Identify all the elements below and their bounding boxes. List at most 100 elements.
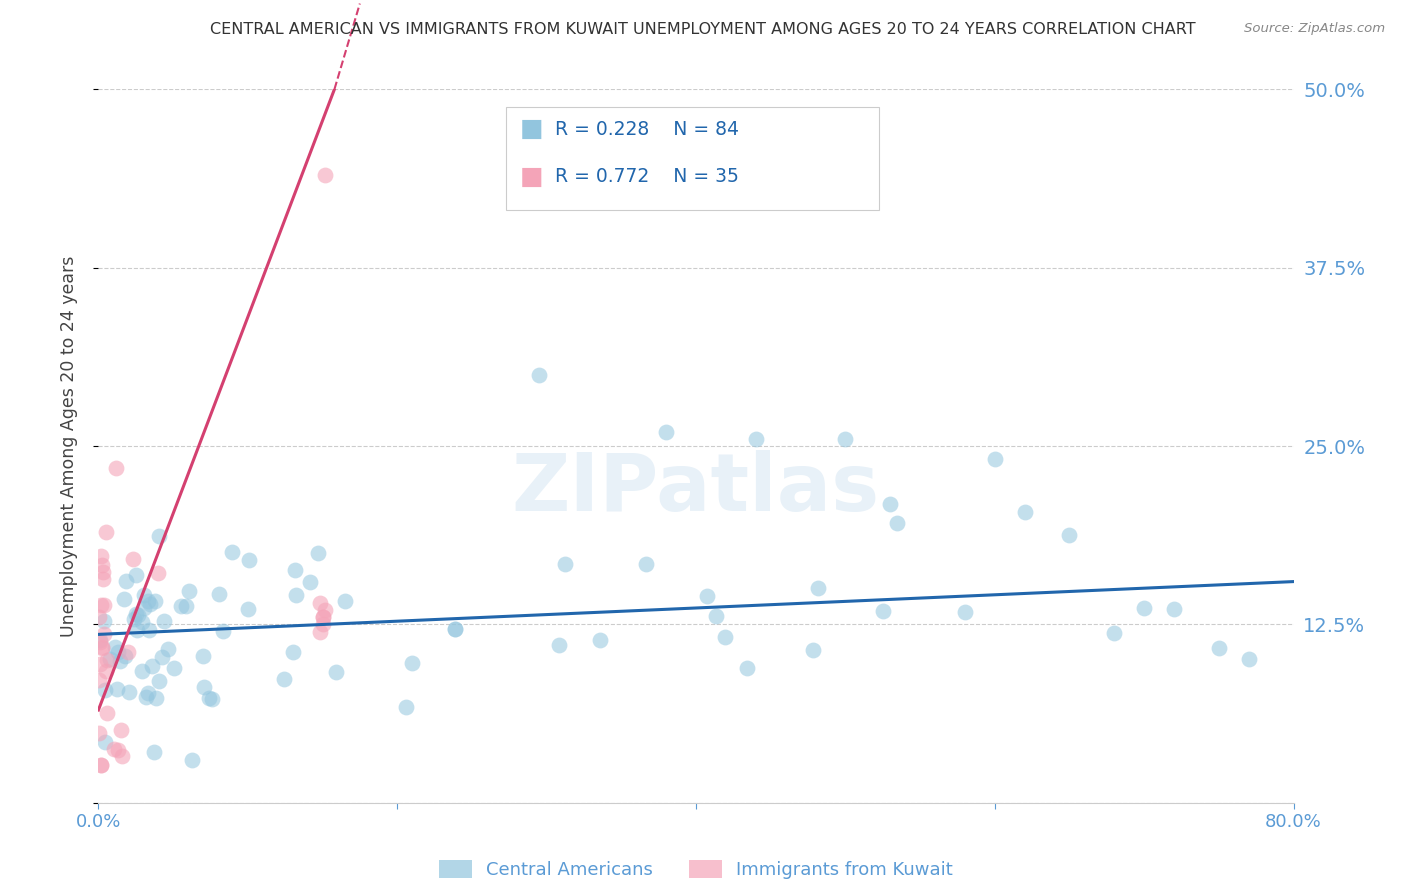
Point — [107, 742, 129, 756]
Point — [103, 742, 125, 756]
Point — [87, 725, 110, 739]
Point — [89, 633, 111, 648]
Point — [953, 605, 976, 619]
Point — [145, 690, 167, 705]
Point — [315, 603, 337, 617]
Point — [111, 749, 134, 764]
Point — [803, 642, 825, 657]
Point — [1014, 505, 1036, 519]
Point — [284, 563, 307, 577]
Point — [311, 617, 333, 632]
Point — [93, 735, 115, 749]
Point — [141, 658, 163, 673]
Point — [201, 691, 224, 706]
Point — [107, 645, 129, 659]
Point — [136, 593, 159, 607]
Point — [91, 572, 114, 586]
Text: R = 0.228    N = 84: R = 0.228 N = 84 — [555, 120, 740, 139]
Point — [90, 599, 112, 613]
Point — [307, 546, 329, 560]
Point — [179, 583, 201, 598]
Text: Source: ZipAtlas.com: Source: ZipAtlas.com — [1244, 22, 1385, 36]
Point — [176, 599, 198, 614]
Legend: Central Americans, Immigrants from Kuwait: Central Americans, Immigrants from Kuwai… — [432, 853, 960, 887]
Point — [315, 168, 337, 182]
Point — [87, 610, 110, 624]
Point — [704, 609, 727, 624]
Point — [1133, 601, 1156, 615]
Point — [308, 596, 330, 610]
Point — [138, 624, 160, 638]
Point — [122, 552, 145, 566]
Point — [93, 599, 115, 613]
Point — [284, 588, 307, 602]
Point — [90, 758, 112, 772]
Point — [148, 566, 170, 581]
Point — [115, 574, 138, 588]
Point — [104, 640, 127, 654]
Point — [87, 673, 110, 688]
Point — [131, 615, 153, 629]
Point — [98, 652, 121, 666]
Text: ■: ■ — [520, 118, 544, 141]
Point — [105, 681, 128, 696]
Y-axis label: Unemployment Among Ages 20 to 24 years: Unemployment Among Ages 20 to 24 years — [59, 255, 77, 637]
Point — [125, 607, 148, 621]
Point — [170, 599, 193, 614]
Point — [308, 624, 330, 639]
Text: ■: ■ — [520, 165, 544, 188]
Text: ZIPatlas: ZIPatlas — [512, 450, 880, 528]
Point — [221, 545, 243, 559]
Text: CENTRAL AMERICAN VS IMMIGRANTS FROM KUWAIT UNEMPLOYMENT AMONG AGES 20 TO 24 YEAR: CENTRAL AMERICAN VS IMMIGRANTS FROM KUWA… — [209, 22, 1197, 37]
Point — [281, 645, 304, 659]
Point — [89, 657, 111, 671]
Point — [872, 604, 894, 618]
Point — [879, 497, 901, 511]
Point — [554, 557, 576, 571]
Point — [236, 602, 259, 616]
Point — [89, 635, 111, 649]
Point — [117, 645, 139, 659]
Point — [108, 654, 131, 668]
Point — [150, 650, 173, 665]
Point — [198, 690, 221, 705]
Point — [157, 641, 180, 656]
Point — [807, 581, 830, 595]
Point — [104, 461, 127, 475]
Point — [122, 612, 145, 626]
Point — [238, 553, 260, 567]
Point — [180, 753, 202, 767]
Point — [94, 525, 117, 540]
Point — [325, 665, 347, 679]
Point — [93, 615, 115, 629]
Point — [401, 657, 423, 671]
Point — [90, 549, 112, 563]
Point — [143, 593, 166, 607]
Point — [90, 757, 112, 772]
Point — [886, 516, 908, 530]
Point — [395, 700, 418, 714]
Point — [110, 723, 132, 737]
Point — [273, 673, 295, 687]
Point — [655, 425, 678, 439]
Point — [333, 594, 356, 608]
Point — [93, 627, 115, 641]
Point — [208, 587, 231, 601]
Point — [148, 529, 170, 543]
Point — [127, 607, 149, 622]
Point — [444, 622, 467, 636]
Point — [91, 640, 114, 654]
Point — [735, 661, 758, 675]
Point — [589, 633, 612, 648]
Point — [745, 432, 768, 446]
Point — [114, 649, 136, 664]
Point — [444, 622, 467, 636]
Point — [1104, 626, 1126, 640]
Point — [136, 686, 159, 700]
Point — [118, 685, 141, 699]
Point — [90, 640, 112, 655]
Point — [1208, 640, 1230, 655]
Point — [142, 745, 165, 759]
Point — [311, 610, 333, 624]
Point — [94, 664, 117, 678]
